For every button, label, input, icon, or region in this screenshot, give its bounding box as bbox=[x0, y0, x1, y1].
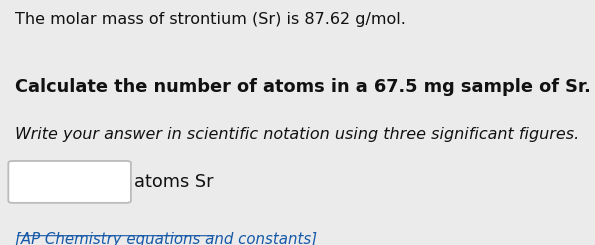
Text: Calculate the number of atoms in a 67.5 mg sample of Sr.: Calculate the number of atoms in a 67.5 … bbox=[15, 78, 591, 96]
Text: The molar mass of strontium (Sr) is 87.62 g/mol.: The molar mass of strontium (Sr) is 87.6… bbox=[15, 12, 406, 27]
FancyBboxPatch shape bbox=[8, 161, 131, 203]
Text: Write your answer in scientific notation using three significant figures.: Write your answer in scientific notation… bbox=[15, 127, 579, 142]
Text: [AP Chemistry equations and constants]: [AP Chemistry equations and constants] bbox=[15, 232, 317, 245]
Text: atoms Sr: atoms Sr bbox=[134, 173, 214, 191]
